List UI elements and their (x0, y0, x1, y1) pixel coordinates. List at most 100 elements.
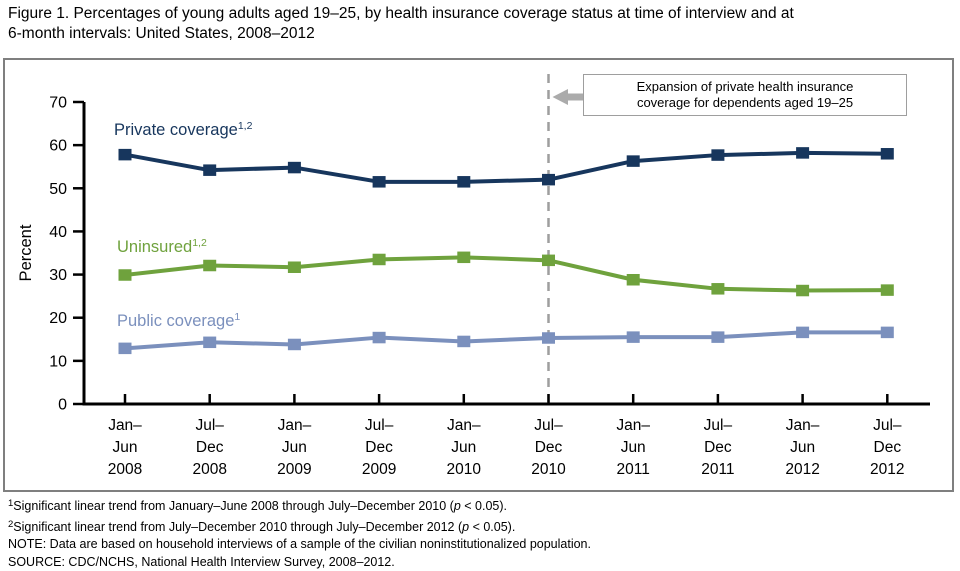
x-tick-label-line: Jul– (195, 417, 224, 434)
x-tick-label-line: Dec (535, 439, 563, 456)
x-tick-label-line: Dec (365, 439, 393, 456)
series-marker-private-coverage (457, 176, 471, 188)
series-marker-public-coverage (118, 342, 132, 355)
x-tick-label-line: 2010 (531, 461, 566, 478)
series-marker-public-coverage (203, 336, 217, 349)
series-label-private-superscript: 1,2 (237, 120, 253, 132)
series-marker-public-coverage (880, 326, 894, 339)
x-tick-label-line: Jan– (616, 417, 650, 434)
x-tick-label-line: Jul– (365, 417, 394, 434)
x-tick-label-line: Jul– (873, 417, 902, 434)
series-marker-private-coverage (287, 161, 301, 174)
series-marker-public-coverage (626, 331, 640, 343)
footnote-source-text: SOURCE: CDC/NCHS, National Health Interv… (8, 554, 395, 569)
series-marker-private-coverage (711, 149, 725, 161)
footnote-note-text: NOTE: Data are based on household interv… (8, 537, 591, 551)
series-marker-uninsured (372, 253, 386, 266)
series-marker-uninsured (118, 269, 132, 281)
x-tick-label-line: 2008 (108, 461, 142, 478)
policy-annotation-line-1: Expansion of private health insurance (636, 79, 854, 94)
series-marker-public-coverage (711, 331, 725, 343)
series-marker-public-coverage (796, 326, 810, 339)
series-marker-uninsured (287, 261, 301, 273)
y-tick-label: 40 (49, 224, 67, 241)
y-tick-label: 0 (58, 397, 67, 414)
x-tick-label-line: 2010 (447, 461, 482, 478)
y-tick-label: 70 (49, 95, 67, 112)
series-marker-private-coverage (796, 147, 810, 159)
footnote-source: SOURCE: CDC/NCHS, National Health Interv… (8, 554, 956, 571)
series-marker-public-coverage (287, 338, 301, 351)
series-marker-uninsured (796, 284, 810, 297)
series-marker-public-coverage (542, 332, 555, 344)
series-marker-public-coverage (372, 331, 386, 344)
series-label-public-coverage: Public coverage1 (117, 311, 241, 331)
series-marker-private-coverage (372, 176, 386, 188)
x-tick-label-line: Jun (790, 439, 815, 456)
y-axis-title: Percent (17, 224, 35, 281)
plot-svg: 0 10 20 30 40 50 60 70 Percent Jan– Jun 2008 Jul– Dec… (17, 74, 930, 478)
y-tick-label: 30 (49, 267, 67, 284)
policy-annotation-line-2: coverage for dependents aged 19–25 (636, 95, 854, 110)
series-marker-private-coverage (880, 148, 894, 160)
x-tick-label-line: Jun (113, 439, 138, 456)
policy-annotation-box: Expansion of private health insurance co… (583, 74, 907, 116)
footnote-1-text: Significant linear trend from January–Ju… (13, 499, 454, 513)
footnote-note: NOTE: Data are based on household interv… (8, 536, 956, 554)
series-marker-uninsured (457, 251, 471, 264)
series-marker-uninsured (542, 254, 555, 267)
footnote-1-superscript: 1 (8, 498, 14, 509)
annotation-arrow-icon (552, 89, 583, 105)
x-tick-label-line: 2011 (701, 461, 734, 478)
figure-title-line-1: Figure 1. Percentages of young adults ag… (8, 5, 794, 22)
x-tick-label-line: Jun (621, 439, 646, 456)
x-tick-label-line: Dec (196, 439, 224, 456)
series-line-uninsured (124, 255, 888, 293)
series-marker-private-coverage (203, 164, 217, 176)
x-tick-label-line: 2009 (362, 461, 396, 478)
figure-title-line-2: 6-month intervals: United States, 2008–2… (8, 25, 315, 42)
series-label-uninsured: Uninsured1,2 (117, 237, 207, 257)
series-label-private-coverage: Private coverage1,2 (114, 120, 253, 140)
series-line-public-coverage (124, 330, 888, 351)
x-tick-label-line: 2008 (192, 461, 226, 478)
series-label-public-text: Public coverage (117, 312, 235, 330)
series-line-private-coverage (124, 150, 888, 184)
series-marker-uninsured (711, 283, 725, 295)
y-tick-label: 60 (49, 138, 67, 155)
x-tick-label-line: Jan– (108, 417, 142, 434)
series-marker-private-coverage (626, 155, 640, 167)
figure-title: Figure 1. Percentages of young adults ag… (8, 4, 956, 44)
x-tick-label-line: Jul– (704, 417, 733, 434)
x-tick-label-line: 2011 (617, 461, 650, 478)
footnote-1-italic-p: p (453, 499, 461, 513)
x-tick-label-line: Jul– (534, 417, 563, 434)
footnote-1-tail: < 0.05). (460, 499, 508, 513)
footnote-2-italic-p: p (462, 519, 470, 534)
y-tick-label: 10 (49, 353, 67, 370)
series-marker-private-coverage (118, 148, 132, 161)
y-tick-label: 50 (49, 181, 67, 198)
x-tick-label-line: 2009 (277, 461, 311, 478)
series-marker-private-coverage (542, 173, 555, 186)
x-tick-label-line: 2012 (785, 461, 819, 478)
footnote-2-tail: < 0.05). (469, 519, 516, 534)
series-label-uninsured-superscript: 1,2 (192, 237, 207, 249)
y-tick-label: 20 (49, 310, 67, 327)
x-tick-label-line: Jun (282, 439, 307, 456)
footnotes: 1Significant linear trend from January–J… (8, 495, 956, 571)
x-tick-label-line: 2012 (870, 461, 904, 478)
x-tick-label-line: Jan– (447, 417, 481, 434)
series-marker-uninsured (203, 259, 217, 272)
x-tick-label-line: Dec (874, 439, 902, 456)
series-label-uninsured-text: Uninsured (117, 238, 193, 256)
footnote-2-text: Significant linear trend from July–Decem… (13, 519, 463, 534)
series-marker-uninsured (880, 284, 894, 296)
series-label-public-superscript: 1 (234, 311, 241, 323)
footnote-1: 1Significant linear trend from January–J… (8, 495, 956, 516)
footnote-2: 2Significant linear trend from July–Dece… (8, 516, 956, 537)
series-label-private-text: Private coverage (114, 121, 238, 139)
footnote-2-superscript: 2 (8, 518, 14, 530)
series-marker-uninsured (626, 273, 640, 286)
